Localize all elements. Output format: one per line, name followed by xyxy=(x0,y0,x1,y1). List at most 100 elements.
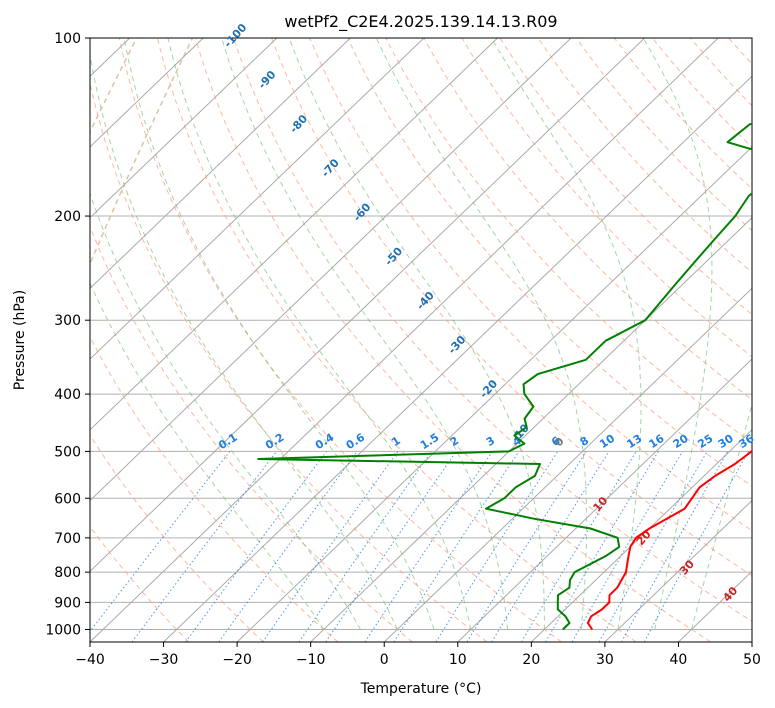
dry-adiabat xyxy=(90,225,413,642)
mixing-ratio-line xyxy=(571,451,684,642)
moist-adiabat-label: -100 xyxy=(221,21,249,50)
mixing-ratio-label: 8 xyxy=(578,434,591,449)
y-tick-label: 800 xyxy=(54,565,81,581)
mixing-ratio-label: 2 xyxy=(448,434,461,449)
isotherm-line xyxy=(90,38,645,572)
moist-adiabat-label: -80 xyxy=(287,112,310,136)
isotherm-line xyxy=(383,287,752,642)
moist-adiabat xyxy=(288,38,545,630)
dry-adiabat xyxy=(195,38,712,642)
dry-adiabat xyxy=(90,525,190,642)
isotherm-line xyxy=(90,38,498,431)
x-tick-label: 0 xyxy=(380,652,389,668)
y-axis-label: Pressure (hPa) xyxy=(12,290,28,390)
isotherm-line xyxy=(604,499,752,642)
y-tick-label: 900 xyxy=(54,595,81,611)
dry-adiabat xyxy=(499,38,752,316)
mixing-ratio-line xyxy=(621,451,729,642)
mixing-ratio-line xyxy=(218,451,358,642)
moist-adiabat-label: 40 xyxy=(720,584,740,604)
chart-title: wetPf2_C2E4.2025.139.14.13.R09 xyxy=(284,12,557,32)
dry-adiabat xyxy=(613,38,752,190)
dry-adiabat xyxy=(767,38,775,642)
isotherm-line xyxy=(236,146,752,642)
mixing-ratio-label: 36 xyxy=(737,432,757,451)
moist-adiabat-label: -50 xyxy=(382,245,405,269)
dry-adiabat xyxy=(309,38,752,532)
dry-adiabat xyxy=(347,38,752,488)
isotherm-line xyxy=(678,570,752,642)
background-lines xyxy=(0,38,775,642)
y-tick-label: 300 xyxy=(54,313,81,329)
mixing-ratio-label: 16 xyxy=(647,432,667,451)
x-tick-label: −10 xyxy=(296,652,326,668)
moist-adiabat-label: -60 xyxy=(351,200,374,224)
mixing-ratio-line xyxy=(598,451,708,642)
x-tick-label: −20 xyxy=(222,652,252,668)
isotherm-line xyxy=(0,38,56,642)
moist-adiabat xyxy=(167,38,472,630)
dry-adiabat xyxy=(651,38,752,148)
mixing-ratio-line xyxy=(435,451,559,642)
isopleth-curve xyxy=(90,38,194,266)
isotherm-line xyxy=(90,38,278,219)
x-tick-label: −30 xyxy=(149,652,179,668)
moist-adiabat xyxy=(123,38,435,630)
mixing-ratio-line xyxy=(393,451,520,642)
mixing-ratio-line xyxy=(131,451,277,642)
dry-adiabat xyxy=(537,38,752,274)
moist-adiabat-label: -30 xyxy=(446,333,469,357)
temperature-profile-line xyxy=(586,448,752,631)
y-tick-label: 500 xyxy=(54,444,81,460)
isotherm-line xyxy=(751,641,752,642)
mixing-ratio-line xyxy=(643,451,749,642)
y-tick-label: 200 xyxy=(54,209,81,225)
mixing-ratio-label: 3 xyxy=(484,434,497,449)
isotherm-line xyxy=(90,38,425,360)
x-tick-label: −40 xyxy=(75,652,105,668)
mixing-ratio-line xyxy=(298,451,432,642)
moist-adiabat xyxy=(90,281,325,630)
dry-adiabat xyxy=(118,38,562,642)
moist-adiabat xyxy=(375,38,588,630)
x-tick-label: 40 xyxy=(670,652,688,668)
y-tick-label: 600 xyxy=(54,491,81,507)
mixing-ratio-label: 13 xyxy=(624,432,644,451)
x-tick-label: 10 xyxy=(449,652,467,668)
isotherm-line xyxy=(457,358,752,642)
sounding-series xyxy=(257,122,752,631)
mixing-ratio-line xyxy=(185,451,327,642)
plot-frame xyxy=(89,37,753,643)
x-tick-label: 20 xyxy=(522,652,540,668)
dry-adiabat xyxy=(233,38,752,622)
y-tick-label: 100 xyxy=(54,31,81,47)
moist-adiabat-label: -20 xyxy=(477,377,500,401)
mixing-ratio-line xyxy=(325,451,457,642)
isotherm-line xyxy=(90,38,719,642)
mixing-ratio-label: 25 xyxy=(695,432,715,451)
isotherm-line xyxy=(90,38,572,502)
y-tick-label: 400 xyxy=(54,387,81,403)
mixing-ratio-line xyxy=(90,451,231,633)
isotherm-line xyxy=(90,38,204,148)
dry-adiabat xyxy=(385,38,752,444)
dry-adiabat xyxy=(461,38,752,358)
dry-adiabat xyxy=(156,38,637,642)
moist-adiabat xyxy=(221,38,509,630)
y-tick-label: 700 xyxy=(54,531,81,547)
mixing-ratio-line xyxy=(364,451,493,642)
dry-adiabat xyxy=(90,434,264,642)
x-tick-label: 30 xyxy=(596,652,614,668)
isotherm-line xyxy=(530,429,752,642)
mixing-ratio-label: 1 xyxy=(389,434,402,449)
moist-adiabat xyxy=(691,402,752,630)
moist-adiabat-label: -90 xyxy=(256,68,279,92)
y-tick-label: 1000 xyxy=(45,622,81,638)
moist-adiabat xyxy=(642,38,713,630)
x-axis-label: Temperature (°C) xyxy=(360,681,482,697)
dry-adiabat xyxy=(90,81,488,642)
dewpoint-profile-line xyxy=(257,122,752,631)
moist-adiabat xyxy=(491,38,642,630)
x-tick-label: 50 xyxy=(743,652,761,668)
